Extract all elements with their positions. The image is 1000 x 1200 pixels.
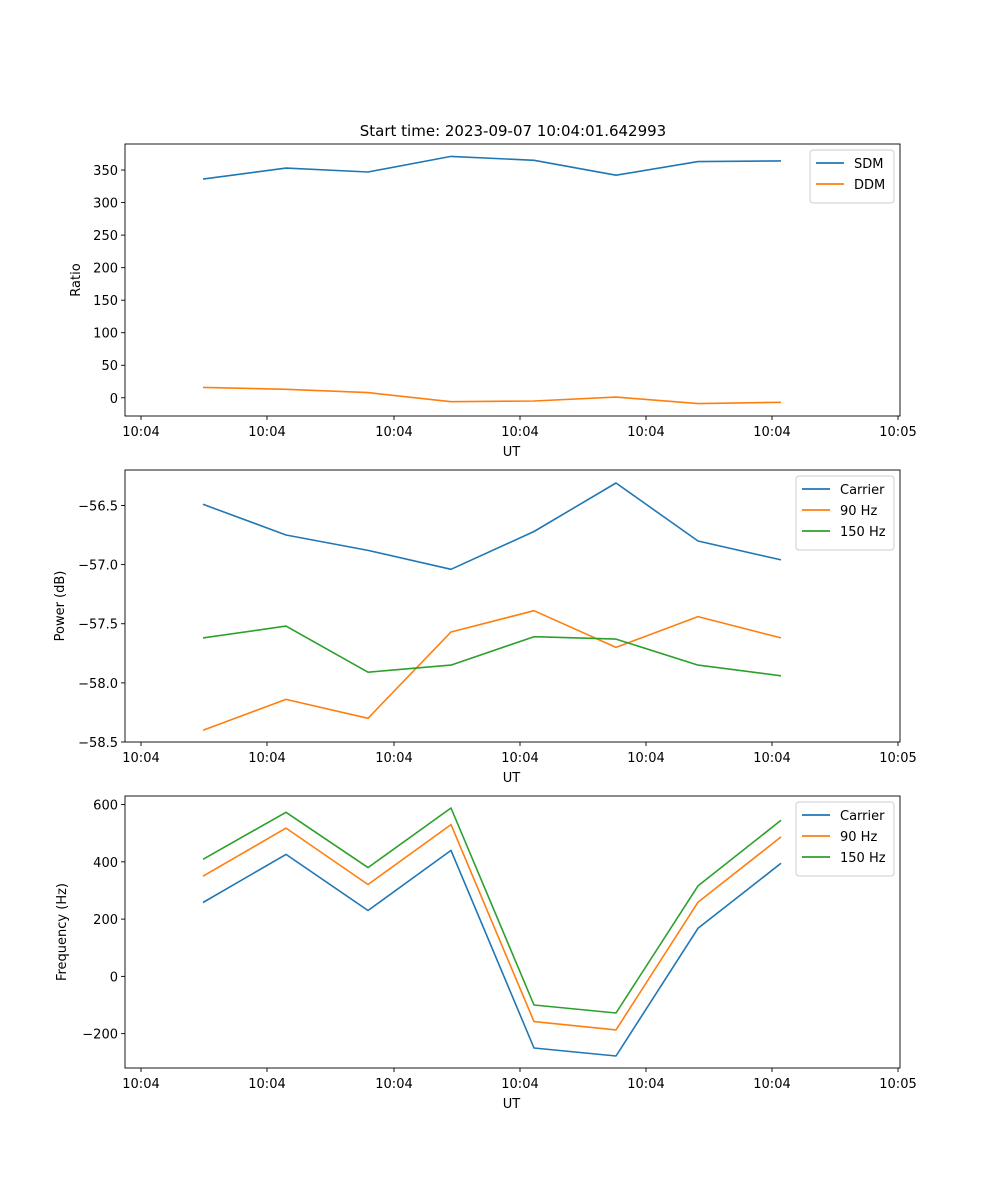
- x-tick-label: 10:04: [501, 425, 538, 440]
- y-tick-label: 250: [93, 229, 118, 244]
- x-tick-label: 10:04: [248, 1077, 285, 1092]
- y-tick-label: −58.5: [78, 736, 118, 751]
- y-tick-label: 400: [93, 856, 118, 871]
- x-axis-label: UT: [503, 771, 521, 786]
- y-axis-label: Ratio: [69, 263, 84, 296]
- x-tick-label: 10:04: [627, 425, 664, 440]
- chart-title: Start time: 2023-09-07 10:04:01.642993: [360, 122, 666, 140]
- x-tick-label: 10:04: [753, 751, 790, 766]
- axes-frame: [124, 143, 901, 417]
- legend: Carrier 90 Hz 150 Hz: [795, 801, 895, 877]
- x-tick-label: 10:04: [248, 425, 285, 440]
- series-line-sdm: [202, 155, 782, 180]
- x-tick-label: 10:04: [753, 1077, 790, 1092]
- y-tick-label: 350: [93, 164, 118, 179]
- y-tick-label: −57.0: [78, 559, 118, 574]
- legend-label: 90 Hz: [840, 504, 877, 519]
- legend-label: SDM: [854, 157, 883, 172]
- y-tick-label: −56.5: [78, 499, 118, 514]
- x-tick-label: 10:04: [501, 751, 538, 766]
- y-tick-label: 200: [93, 913, 118, 928]
- y-tick-label: 0: [110, 392, 118, 407]
- x-tick-label: 10:04: [627, 1077, 664, 1092]
- x-tick-label: 10:04: [122, 751, 159, 766]
- legend: SDM DDM: [809, 149, 895, 204]
- axes-frame: [124, 795, 901, 1069]
- y-tick-label: 600: [93, 799, 118, 814]
- x-tick-label: 10:04: [122, 425, 159, 440]
- y-tick-label: 150: [93, 294, 118, 309]
- x-tick-label: 10:04: [627, 751, 664, 766]
- panel-3: 10:04 10:04 10:04 10:04 10:04 10:04 10:05 −200 0…: [55, 795, 917, 1112]
- axes-frame: [124, 469, 901, 743]
- y-tick-label: −200: [82, 1028, 118, 1043]
- x-tick-label: 10:04: [501, 1077, 538, 1092]
- legend: Carrier 90 Hz 150 Hz: [795, 475, 895, 551]
- y-tick-label: 0: [110, 970, 118, 985]
- legend-label: Carrier: [840, 809, 885, 824]
- x-tick-label: 10:04: [122, 1077, 159, 1092]
- y-tick-label: 300: [93, 197, 118, 212]
- x-tick-label: 10:05: [879, 425, 916, 440]
- x-tick-label: 10:04: [375, 1077, 412, 1092]
- y-tick-label: −58.0: [78, 677, 118, 692]
- x-tick-label: 10:05: [879, 751, 916, 766]
- panel-2: 10:04 10:04 10:04 10:04 10:04 10:04 10:05 −58.5…: [53, 469, 917, 786]
- legend-label: 150 Hz: [840, 851, 886, 866]
- legend-label: 150 Hz: [840, 525, 886, 540]
- x-axis-label: UT: [503, 1097, 521, 1112]
- series-line-ddm: [202, 386, 782, 405]
- x-axis-label: UT: [503, 445, 521, 460]
- legend-label: DDM: [854, 178, 885, 193]
- y-axis-label: Frequency (Hz): [55, 883, 70, 981]
- x-tick-label: 10:04: [753, 425, 790, 440]
- legend-label: 90 Hz: [840, 830, 877, 845]
- x-tick-label: 10:05: [879, 1077, 916, 1092]
- series-line-carrier: [202, 482, 782, 571]
- series-line-90-hz: [202, 823, 782, 1031]
- legend-label: Carrier: [840, 483, 885, 498]
- series-line-carrier: [202, 849, 782, 1057]
- series-line-90-hz: [202, 609, 782, 731]
- y-tick-label: 100: [93, 327, 118, 342]
- y-axis-label: Power (dB): [53, 571, 68, 642]
- panel-1: 10:04 10:04 10:04 10:04 10:04 10:04 10:05 0 50 10…: [69, 143, 917, 460]
- x-tick-label: 10:04: [248, 751, 285, 766]
- x-tick-label: 10:04: [375, 425, 412, 440]
- x-tick-label: 10:04: [375, 751, 412, 766]
- series-line-150-hz: [202, 807, 782, 1014]
- y-tick-label: 200: [93, 262, 118, 277]
- y-tick-label: 50: [101, 359, 118, 374]
- series-line-150-hz: [202, 625, 782, 677]
- y-tick-label: −57.5: [78, 618, 118, 633]
